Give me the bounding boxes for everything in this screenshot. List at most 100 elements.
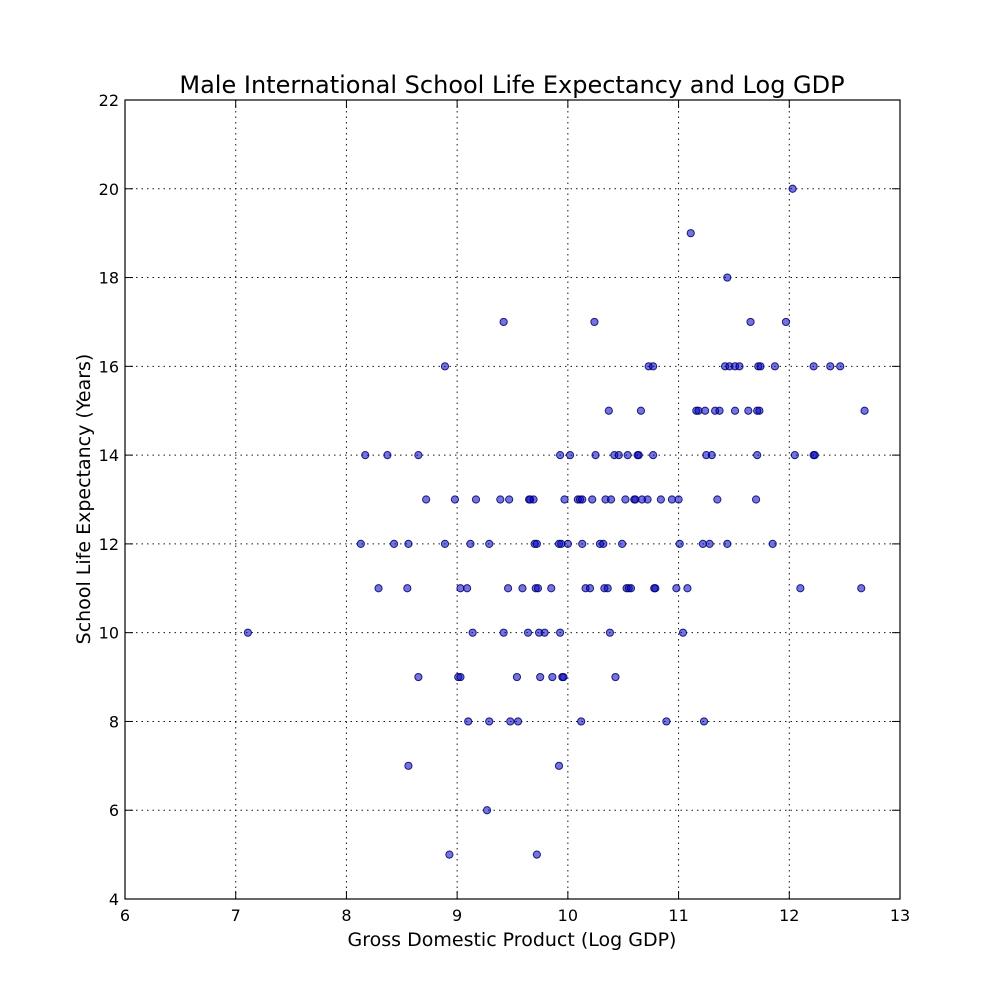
- data-point: [860, 406, 869, 415]
- data-point: [588, 495, 597, 504]
- x-tick-label: 10: [558, 906, 578, 925]
- data-point: [554, 761, 564, 770]
- data-point: [713, 495, 722, 504]
- data-point: [678, 628, 688, 637]
- data-point: [591, 451, 600, 460]
- y-tick-label: 20: [99, 180, 119, 199]
- data-point: [643, 495, 652, 504]
- data-point: [651, 584, 660, 593]
- data-point: [529, 495, 538, 504]
- data-point: [605, 628, 615, 637]
- data-point: [556, 628, 565, 637]
- data-point: [450, 495, 460, 504]
- data-point: [243, 628, 252, 637]
- data-point: [505, 495, 514, 504]
- data-point: [559, 672, 568, 682]
- x-axis-label: Gross Domestic Product (Log GDP): [348, 929, 677, 951]
- data-point: [755, 406, 764, 415]
- data-point: [796, 584, 805, 593]
- data-point: [422, 495, 431, 504]
- data-point: [440, 539, 450, 548]
- x-tick-label: 9: [452, 906, 462, 925]
- data-point: [723, 273, 732, 282]
- grid-lines: [125, 100, 900, 899]
- data-point: [699, 717, 709, 726]
- x-tick-label: 7: [231, 906, 241, 925]
- data-point: [857, 584, 866, 593]
- data-point: [456, 584, 465, 593]
- y-tick-label: 8: [109, 712, 119, 731]
- data-point: [618, 539, 627, 548]
- data-point: [707, 451, 716, 460]
- data-point: [471, 495, 481, 504]
- data-point: [482, 806, 492, 815]
- data-point: [770, 362, 779, 371]
- data-point: [656, 495, 665, 504]
- x-tick-label: 11: [668, 906, 688, 925]
- data-point: [614, 451, 623, 460]
- data-point: [503, 584, 513, 593]
- data-point: [532, 539, 541, 548]
- data-point: [715, 406, 724, 415]
- data-point: [578, 495, 587, 504]
- data-point: [374, 584, 383, 593]
- data-point: [604, 406, 613, 415]
- data-point: [735, 362, 744, 371]
- data-point: [675, 539, 684, 548]
- data-point: [578, 539, 587, 548]
- data-point: [585, 584, 595, 593]
- y-tick-label: 6: [109, 801, 119, 820]
- data-point: [634, 451, 643, 460]
- data-point: [649, 362, 658, 371]
- data-point: [466, 539, 475, 548]
- data-point: [603, 584, 612, 593]
- data-point: [414, 672, 423, 682]
- data-point: [701, 406, 710, 415]
- y-tick-label: 16: [99, 357, 119, 376]
- data-point: [674, 495, 683, 504]
- data-point: [599, 539, 608, 548]
- data-point: [403, 584, 412, 593]
- data-point: [548, 672, 557, 682]
- data-point: [506, 717, 515, 726]
- data-point: [753, 451, 762, 460]
- y-tick-label: 4: [109, 890, 119, 909]
- data-point: [694, 406, 703, 415]
- data-point: [672, 584, 681, 593]
- y-tick-label: 22: [99, 91, 119, 110]
- data-point: [686, 229, 695, 238]
- data-point: [513, 717, 523, 726]
- data-points: [243, 184, 869, 859]
- data-point: [540, 628, 549, 637]
- data-point: [577, 717, 586, 726]
- data-point: [440, 362, 450, 371]
- data-point: [751, 495, 761, 504]
- data-point: [636, 406, 646, 415]
- data-point: [836, 362, 845, 371]
- data-point: [356, 539, 365, 548]
- data-point: [768, 539, 777, 548]
- data-point: [532, 850, 541, 859]
- data-point: [788, 184, 797, 193]
- data-point: [730, 406, 740, 415]
- data-point: [744, 406, 753, 415]
- y-tick-label: 14: [99, 446, 119, 465]
- data-point: [523, 628, 533, 637]
- data-point: [547, 584, 556, 593]
- data-point: [649, 451, 658, 460]
- data-point: [781, 317, 791, 327]
- data-point: [790, 451, 799, 460]
- data-point: [623, 451, 632, 460]
- data-point: [621, 495, 630, 504]
- data-point: [414, 451, 423, 460]
- data-point: [499, 628, 508, 637]
- data-point: [533, 584, 543, 593]
- data-point: [445, 850, 454, 859]
- data-point: [361, 451, 370, 460]
- data-point: [536, 672, 545, 682]
- data-point: [485, 717, 494, 726]
- data-point: [626, 584, 636, 593]
- data-point: [705, 539, 714, 548]
